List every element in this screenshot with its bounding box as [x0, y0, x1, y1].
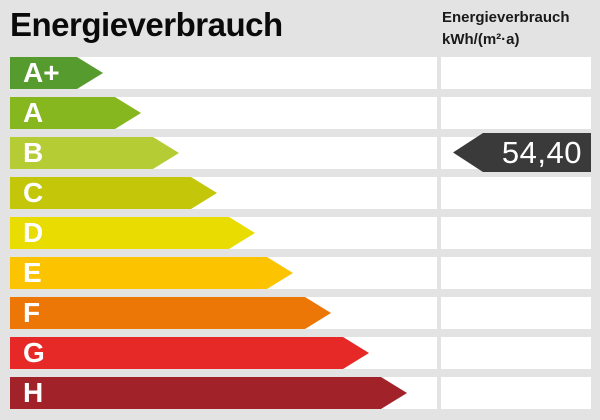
- page-title: Energieverbrauch: [10, 6, 283, 43]
- row-track-right: [441, 337, 591, 369]
- row-track-left: D: [10, 217, 437, 249]
- row-track-left: H: [10, 377, 437, 409]
- scale-letter: D: [23, 217, 44, 248]
- row-track-right: [441, 297, 591, 329]
- row-track-right: [441, 97, 591, 129]
- scale-row-H: H: [0, 377, 600, 409]
- row-track-left: B: [10, 137, 437, 169]
- row-track-left: F: [10, 297, 437, 329]
- row-track-left: A: [10, 97, 437, 129]
- scale-letter: C: [23, 177, 44, 208]
- row-track-right: [441, 177, 591, 209]
- scale-letter: G: [23, 337, 45, 368]
- scale-arrow: A+: [10, 57, 103, 89]
- row-track-right: [441, 377, 591, 409]
- unit-header: Energieverbrauch kWh/(m²·a): [442, 7, 570, 51]
- row-track-right: [441, 57, 591, 89]
- row-track-left: G: [10, 337, 437, 369]
- row-track-right: [441, 217, 591, 249]
- scale-arrow: D: [10, 217, 255, 249]
- unit-header-line2: kWh/(m²·a): [442, 31, 520, 48]
- scale-arrow: A: [10, 97, 141, 129]
- scale-row-A+: A+: [0, 57, 600, 89]
- energy-scale: A+ A B C D: [0, 57, 600, 409]
- scale-arrow: E: [10, 257, 293, 289]
- scale-arrow: B: [10, 137, 179, 169]
- scale-row-F: F: [0, 297, 600, 329]
- scale-arrow: F: [10, 297, 331, 329]
- scale-row-E: E: [0, 257, 600, 289]
- row-track-left: C: [10, 177, 437, 209]
- value-badge: 54,40: [453, 133, 591, 172]
- scale-letter: E: [23, 257, 42, 288]
- scale-row-D: D: [0, 217, 600, 249]
- row-track-left: A+: [10, 57, 437, 89]
- scale-letter: B: [23, 137, 44, 168]
- scale-row-G: G: [0, 337, 600, 369]
- scale-arrow: H: [10, 377, 407, 409]
- scale-letter: A: [23, 97, 44, 128]
- unit-header-line1: Energieverbrauch: [442, 9, 570, 26]
- value-badge-text: 54,40: [501, 135, 582, 170]
- scale-arrow: G: [10, 337, 369, 369]
- row-track-left: E: [10, 257, 437, 289]
- scale-letter: F: [23, 297, 41, 328]
- scale-letter: H: [23, 377, 44, 408]
- scale-letter: A+: [23, 57, 60, 88]
- row-track-right: [441, 257, 591, 289]
- scale-row-C: C: [0, 177, 600, 209]
- scale-row-A: A: [0, 97, 600, 129]
- scale-arrow: C: [10, 177, 217, 209]
